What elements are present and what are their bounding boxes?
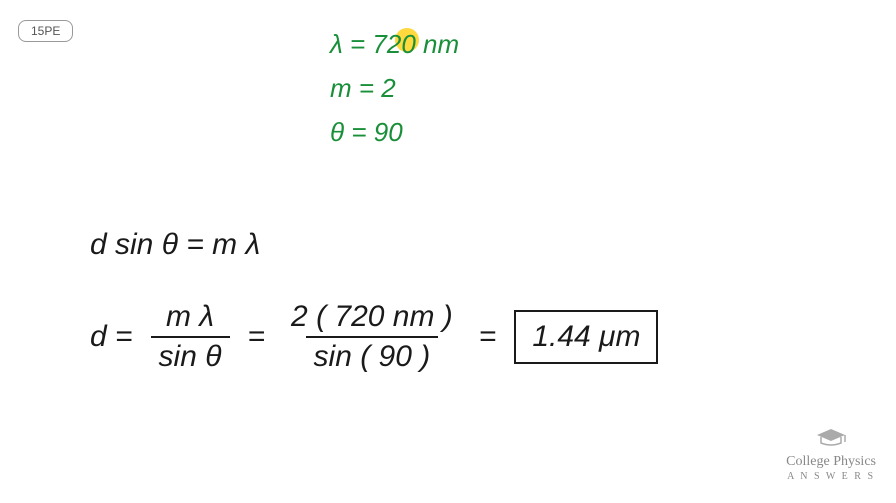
brand-logo: College Physics A N S W E R S: [786, 427, 876, 483]
frac1-numerator: m λ: [158, 300, 222, 336]
final-answer: 1.44 μm: [514, 310, 658, 364]
given-lambda: λ = 720 nm: [330, 22, 459, 66]
logo-line2: A N S W E R S: [786, 471, 876, 483]
fraction-numeric: 2 ( 720 nm ) sin ( 90 ): [283, 300, 461, 374]
eq-lhs: d =: [90, 320, 133, 354]
frac1-denominator: sin θ: [151, 336, 230, 374]
equation-solved: d = m λ sin θ = 2 ( 720 nm ) sin ( 90 ) …: [90, 300, 658, 374]
graduation-cap-icon: [786, 427, 876, 454]
eq-equals-2: =: [479, 320, 497, 354]
fraction-symbolic: m λ sin θ: [151, 300, 230, 374]
equation-formula: d sin θ = m λ: [90, 228, 260, 262]
frac2-denominator: sin ( 90 ): [306, 336, 439, 374]
frac2-numerator: 2 ( 720 nm ): [283, 300, 461, 336]
eq-equals-1: =: [248, 320, 266, 354]
given-m: m = 2: [330, 66, 459, 110]
given-theta: θ = 90: [330, 110, 459, 154]
problem-tag: 15PE: [18, 20, 73, 42]
logo-line1: College Physics: [786, 454, 876, 471]
given-values-block: λ = 720 nm m = 2 θ = 90: [330, 22, 459, 155]
